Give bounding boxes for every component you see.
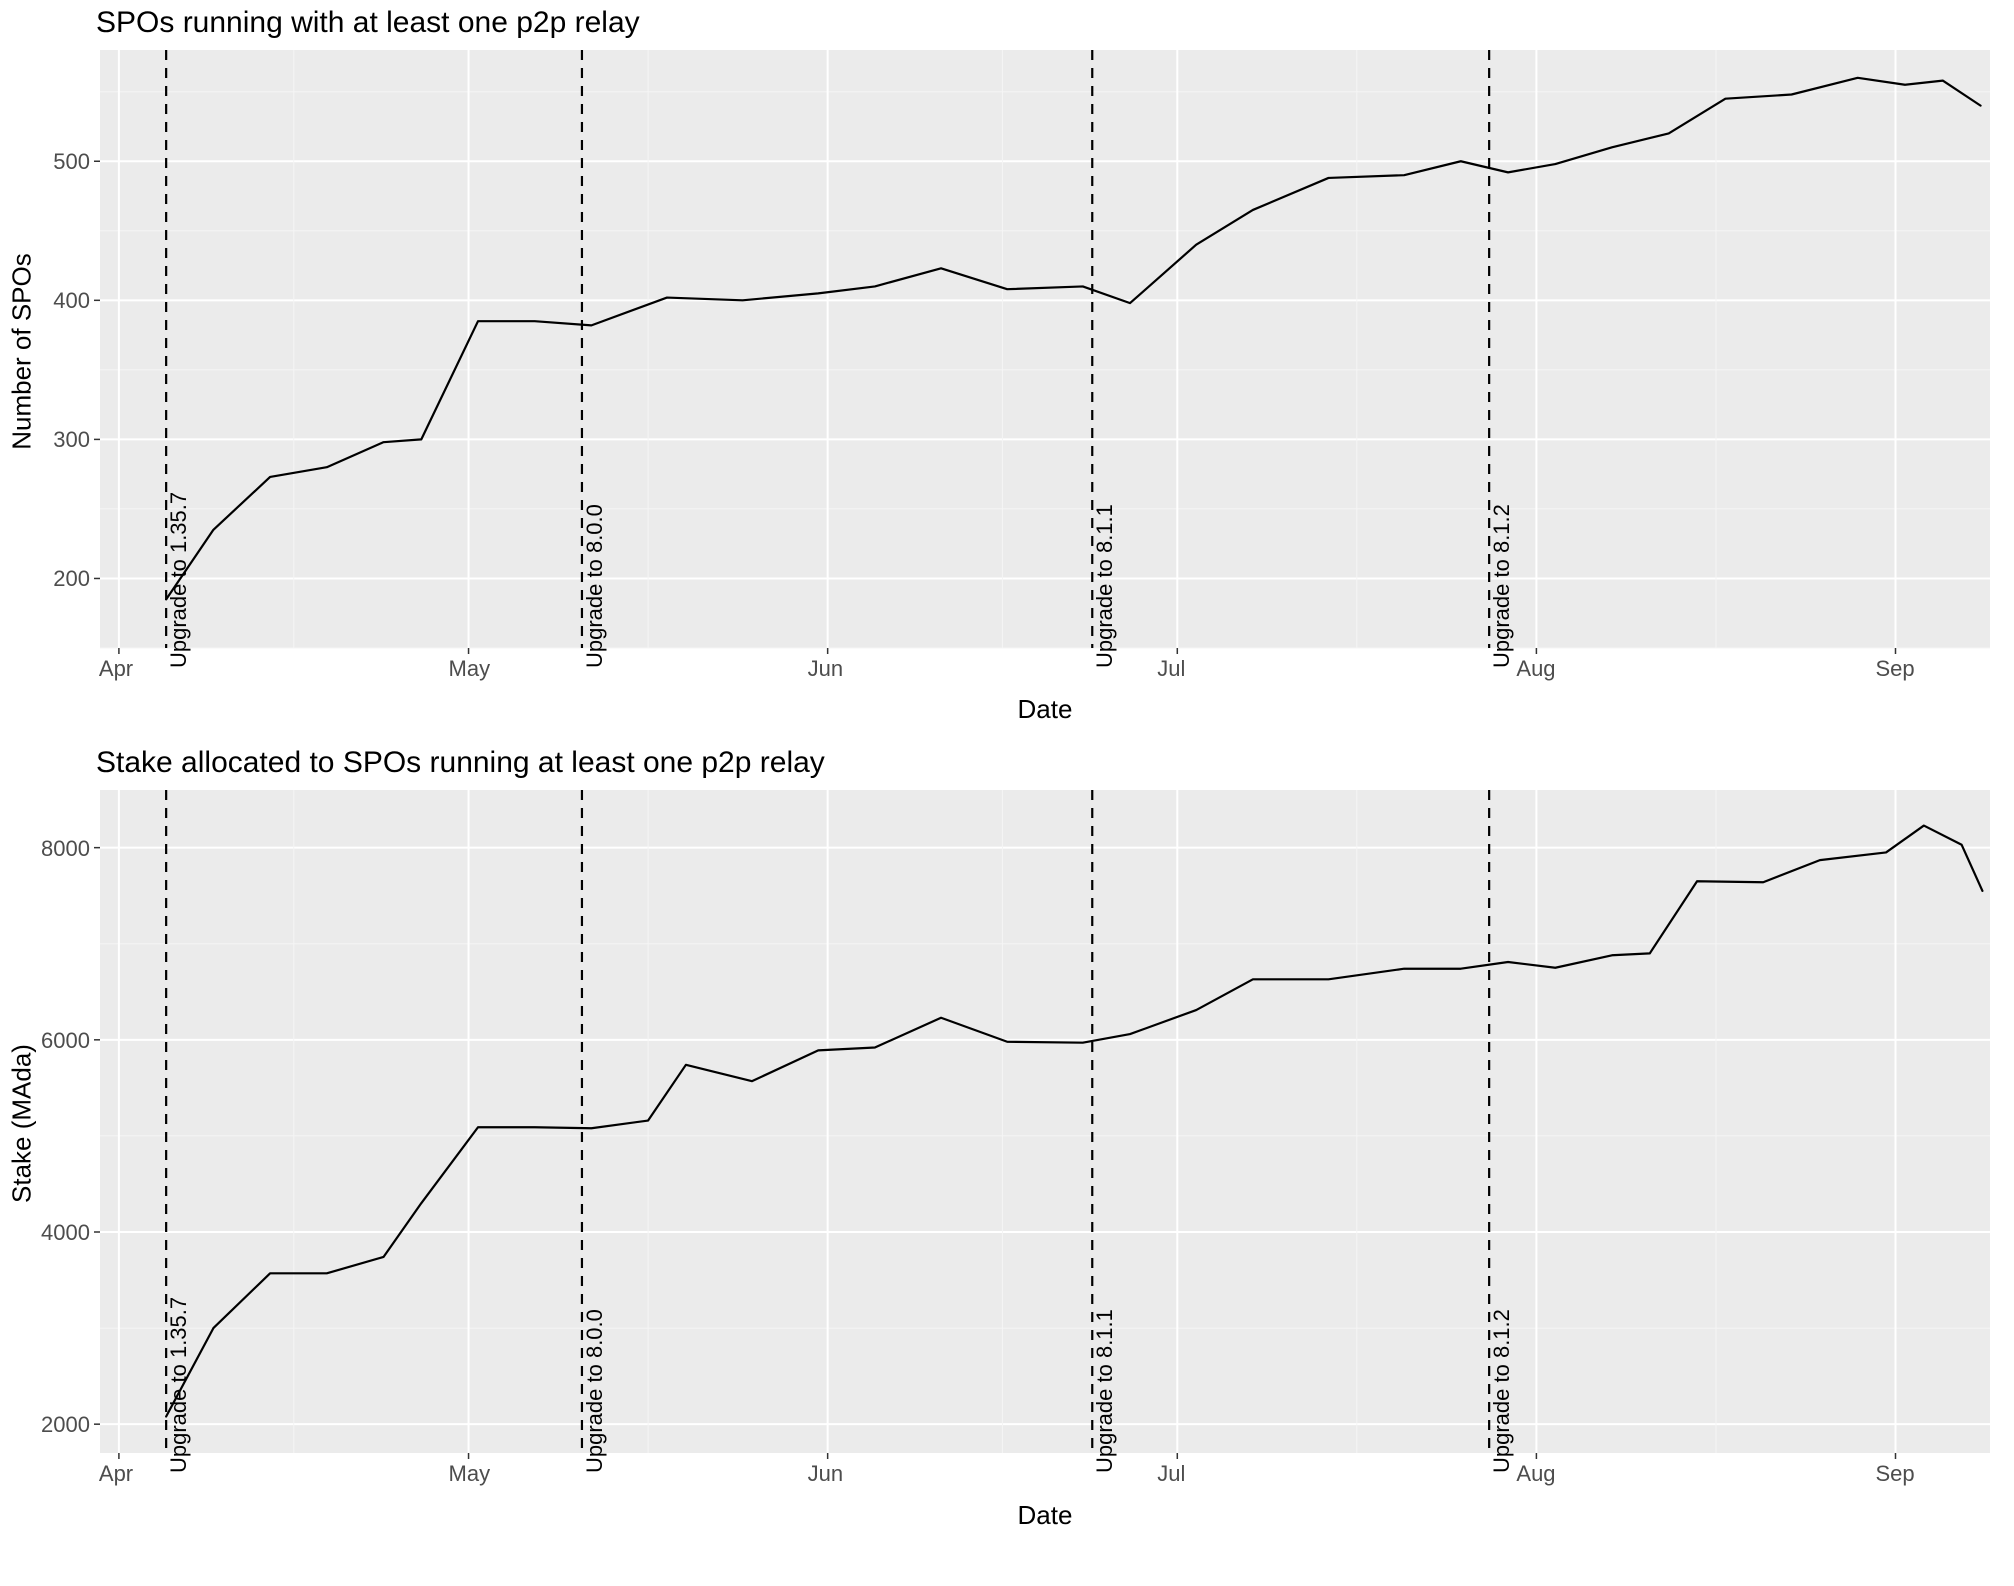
- chart2-x-axis-title: Date: [945, 1500, 1145, 1531]
- x-tick-label: Apr: [99, 656, 133, 682]
- y-tick-label: 400: [53, 288, 90, 314]
- upgrade-annotation: Upgrade to 1.35.7: [166, 492, 192, 668]
- y-tick-label: 8000: [41, 836, 90, 862]
- x-tick-label: Sep: [1876, 1461, 1915, 1487]
- x-tick-label: Jul: [1157, 1461, 1185, 1487]
- x-tick-label: May: [449, 1461, 491, 1487]
- chart1-y-axis-title: Number of SPOs: [7, 152, 38, 552]
- x-tick-label: Apr: [99, 1461, 133, 1487]
- chart2-svg: [100, 790, 1990, 1453]
- upgrade-annotation: Upgrade to 8.0.0: [582, 1309, 608, 1473]
- page: SPOs running with at least one p2p relay…: [0, 0, 2014, 1586]
- upgrade-annotation: Upgrade to 8.1.2: [1489, 1309, 1515, 1473]
- x-tick-label: Aug: [1516, 1461, 1555, 1487]
- x-tick-label: May: [449, 656, 491, 682]
- y-tick-label: 6000: [41, 1028, 90, 1054]
- x-tick-label: Aug: [1516, 656, 1555, 682]
- upgrade-annotation: Upgrade to 8.1.1: [1092, 1309, 1118, 1473]
- chart1-plot-area: [100, 50, 1990, 648]
- chart2-plot-area: [100, 790, 1990, 1453]
- upgrade-annotation: Upgrade to 8.1.2: [1489, 504, 1515, 668]
- upgrade-annotation: Upgrade to 8.1.1: [1092, 504, 1118, 668]
- upgrade-annotation: Upgrade to 1.35.7: [166, 1297, 192, 1473]
- chart1-svg: [100, 50, 1990, 648]
- x-tick-label: Jun: [808, 1461, 843, 1487]
- x-tick-label: Sep: [1876, 656, 1915, 682]
- x-tick-label: Jul: [1157, 656, 1185, 682]
- x-tick-label: Jun: [808, 656, 843, 682]
- chart1-x-axis-title: Date: [945, 694, 1145, 725]
- chart2-y-axis-title: Stake (MAda): [7, 924, 38, 1324]
- chart2-title: Stake allocated to SPOs running at least…: [96, 746, 825, 780]
- y-tick-label: 200: [53, 566, 90, 592]
- y-tick-label: 300: [53, 427, 90, 453]
- upgrade-annotation: Upgrade to 8.0.0: [582, 504, 608, 668]
- y-tick-label: 2000: [41, 1412, 90, 1438]
- chart1-title: SPOs running with at least one p2p relay: [96, 6, 640, 40]
- y-tick-label: 500: [53, 149, 90, 175]
- y-tick-label: 4000: [41, 1220, 90, 1246]
